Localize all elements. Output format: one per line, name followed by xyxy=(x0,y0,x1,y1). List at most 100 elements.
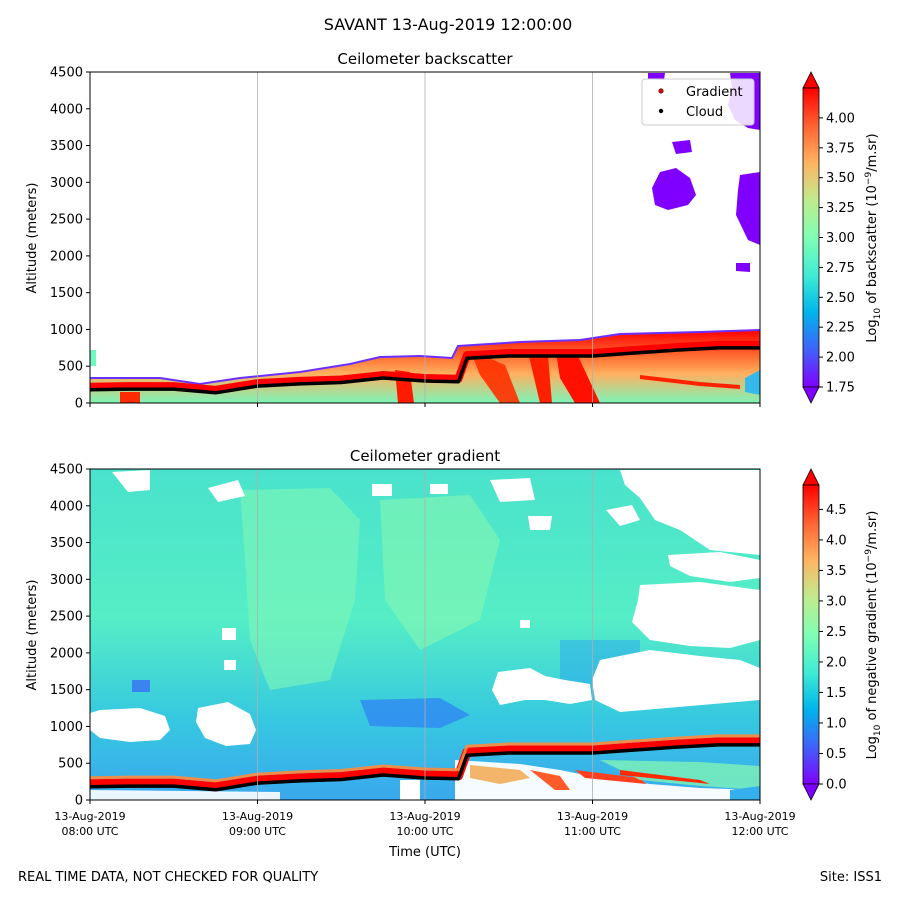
gradient-band-halo xyxy=(90,734,760,783)
x-tick-label-date: 13-Aug-2019 xyxy=(724,810,795,823)
colorbar-tick-label: 1.0 xyxy=(826,716,847,731)
backscatter-cloud-patch xyxy=(648,73,665,80)
colorbar-body xyxy=(802,484,820,785)
gradient-nodata xyxy=(222,628,236,640)
gradient-nodata xyxy=(430,484,448,494)
colorbar-extend-top xyxy=(802,468,820,486)
gradient-y-axis: 0 500 1000 1500 2000 2500 3000 3500 4000 4500 xyxy=(50,463,90,809)
colorbar-extend-bottom xyxy=(802,783,820,801)
colorbar-extend-top xyxy=(802,71,820,89)
colorbar-tick-label: 3.00 xyxy=(826,231,855,246)
gradient-xlabel: Time (UTC) xyxy=(388,845,461,860)
backscatter-layer-edge xyxy=(90,329,760,386)
legend-marker-gradient xyxy=(658,88,664,94)
backscatter-title: Ceilometer backscatter xyxy=(337,50,513,68)
y-tick-label: 2500 xyxy=(50,213,83,228)
figure-suptitle: SAVANT 13-Aug-2019 12:00:00 xyxy=(324,15,573,34)
backscatter-cloud-patch xyxy=(736,263,750,272)
y-tick-label: 1500 xyxy=(50,286,83,301)
y-tick-label: 4000 xyxy=(50,102,83,117)
gradient-low-feature xyxy=(530,770,570,790)
gradient-title: Ceilometer gradient xyxy=(350,447,500,465)
y-tick-label: 3500 xyxy=(50,139,83,154)
gradient-low-feature xyxy=(620,770,710,784)
legend-label-gradient: Gradient xyxy=(686,85,743,100)
gradient-field-patch xyxy=(380,495,500,650)
y-tick-label: 2500 xyxy=(50,610,83,625)
y-tick-label: 500 xyxy=(58,757,83,772)
gradient-cloud-line xyxy=(90,743,760,792)
backscatter-ylabel: Altitude (meters) xyxy=(25,183,40,294)
colorbar-tick-label: 2.5 xyxy=(826,625,847,640)
colorbar-tick-label: 0.0 xyxy=(826,778,847,793)
backscatter-streak xyxy=(556,352,600,403)
gradient-nodata xyxy=(632,582,760,648)
colorbar-tick-label: 0.5 xyxy=(826,747,847,762)
x-tick-label-date: 13-Aug-2019 xyxy=(557,810,628,823)
gradient-nodata xyxy=(620,470,760,555)
gradient-low-feature xyxy=(400,780,420,800)
colorbar-tick-label: 2.0 xyxy=(826,655,847,670)
x-tick-label-date: 13-Aug-2019 xyxy=(54,810,125,823)
backscatter-colorbar: 1.75 2.00 2.25 2.50 2.75 3.00 3.25 3.50 3.75 4.00… xyxy=(802,71,883,404)
gradient-nodata xyxy=(90,708,170,742)
gradient-x-axis: 13-Aug-2019 08:00 UTC 13-Aug-2019 09:00 UTC… xyxy=(54,800,796,838)
backscatter-streak xyxy=(528,352,552,403)
backscatter-panel: Ceilometer backscatter xyxy=(25,50,883,412)
colorbar-tick-label: 1.75 xyxy=(826,381,855,396)
colorbar-tick-label: 3.0 xyxy=(826,594,847,609)
gradient-nodata xyxy=(224,660,236,670)
backscatter-y-axis: 0 500 1000 1500 2000 2500 3000 3500 4000 4500 xyxy=(50,66,90,412)
x-tick-label-time: 10:00 UTC xyxy=(396,825,453,838)
gradient-ylabel: Altitude (meters) xyxy=(25,580,40,691)
backscatter-streak xyxy=(640,375,740,389)
gradient-low-feature xyxy=(730,786,760,800)
x-tick-label-time: 11:00 UTC xyxy=(564,825,621,838)
backscatter-cloud-line xyxy=(90,346,760,395)
gradient-nodata xyxy=(490,478,535,502)
colorbar-tick-label: 3.50 xyxy=(826,171,855,186)
gradient-nodata xyxy=(592,650,760,712)
backscatter-streak xyxy=(470,350,520,403)
gradient-low-feature xyxy=(470,765,530,784)
colorbar-tick-label: 1.5 xyxy=(826,686,847,701)
y-tick-label: 2000 xyxy=(50,646,83,661)
gradient-nodata xyxy=(112,470,150,492)
gradient-gridlines xyxy=(257,469,593,800)
backscatter-x-axis xyxy=(89,403,761,407)
colorbar-tick-label: 2.50 xyxy=(826,291,855,306)
gradient-colorbar: 0.0 0.5 1.0 1.5 2.0 2.5 3.0 3.5 4.0 4.5 Log10 of … xyxy=(802,468,883,801)
gradient-nodata xyxy=(520,620,530,628)
y-tick-label: 3500 xyxy=(50,536,83,551)
legend-label-cloud: Cloud xyxy=(686,105,723,120)
backscatter-colorbar-ticks: 1.75 2.00 2.25 2.50 2.75 3.00 3.25 3.50 3.75 4.00 xyxy=(819,111,855,396)
y-tick-label: 2000 xyxy=(50,249,83,264)
colorbar-tick-label: 2.25 xyxy=(826,321,855,336)
y-tick-label: 4500 xyxy=(50,66,83,81)
legend-marker-cloud xyxy=(658,108,664,114)
gradient-nodata xyxy=(668,552,760,582)
gradient-low-feature xyxy=(90,790,280,800)
gradient-nodata xyxy=(372,484,392,496)
x-tick-label-time: 12:00 UTC xyxy=(731,825,788,838)
backscatter-cloud-patch xyxy=(652,168,696,210)
colorbar-tick-label: 3.75 xyxy=(826,141,855,156)
y-tick-label: 1000 xyxy=(50,720,83,735)
colorbar-tick-label: 4.0 xyxy=(826,533,847,548)
gradient-field-patch xyxy=(132,680,150,692)
y-tick-label: 500 xyxy=(58,360,83,375)
backscatter-streak xyxy=(745,370,760,395)
gradient-nodata xyxy=(528,516,552,530)
x-tick-label-date: 13-Aug-2019 xyxy=(389,810,460,823)
gradient-low-feature xyxy=(600,760,760,790)
y-tick-label: 3000 xyxy=(50,176,83,191)
backscatter-gradient-line xyxy=(90,340,760,394)
y-tick-label: 4000 xyxy=(50,499,83,514)
footer-site: Site: ISS1 xyxy=(819,870,882,885)
legend: Gradient Cloud xyxy=(641,78,755,126)
backscatter-streak xyxy=(120,392,140,403)
gradient-field-patch xyxy=(240,488,360,690)
x-tick-label-time: 08:00 UTC xyxy=(61,825,118,838)
colorbar-tick-label: 3.25 xyxy=(826,201,855,216)
colorbar-extend-bottom xyxy=(802,386,820,404)
